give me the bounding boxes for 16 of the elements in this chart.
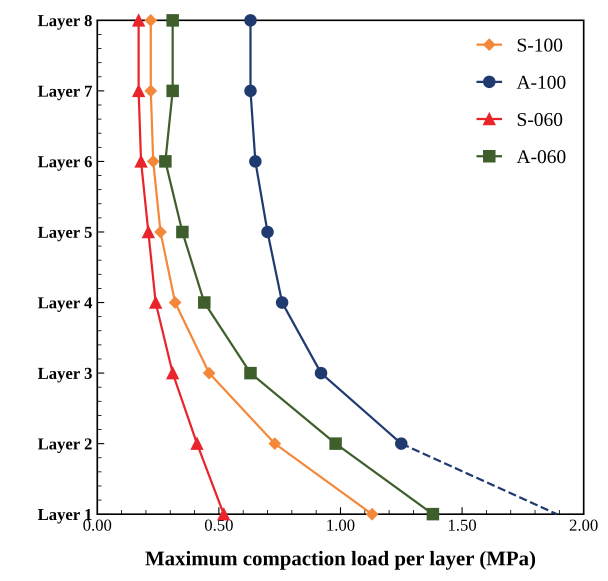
x-tick-label: 1.50 (448, 520, 476, 531)
x-tick-label: 1.00 (327, 520, 354, 531)
y-tick-label: Layer 7 (38, 86, 92, 100)
x-tick-label: 0.50 (204, 520, 233, 531)
y-tick-label: Layer 2 (38, 438, 92, 453)
x-tick-label: 2.00 (570, 520, 598, 531)
y-tick-label: Layer 3 (38, 368, 92, 382)
x-axis-title: Maximum compaction load per layer (MPa) (145, 550, 536, 570)
y-tick-label: Layer 8 (38, 15, 92, 30)
y-tick-label: Layer 4 (38, 297, 92, 312)
legend-label: A-100 (516, 76, 566, 89)
legend-label: A-060 (516, 150, 566, 164)
y-tick-label: Layer 6 (38, 156, 92, 171)
legend-label: S-060 (518, 112, 562, 126)
legend-label: S-100 (518, 38, 562, 52)
y-tick-label: Layer 5 (38, 226, 92, 242)
